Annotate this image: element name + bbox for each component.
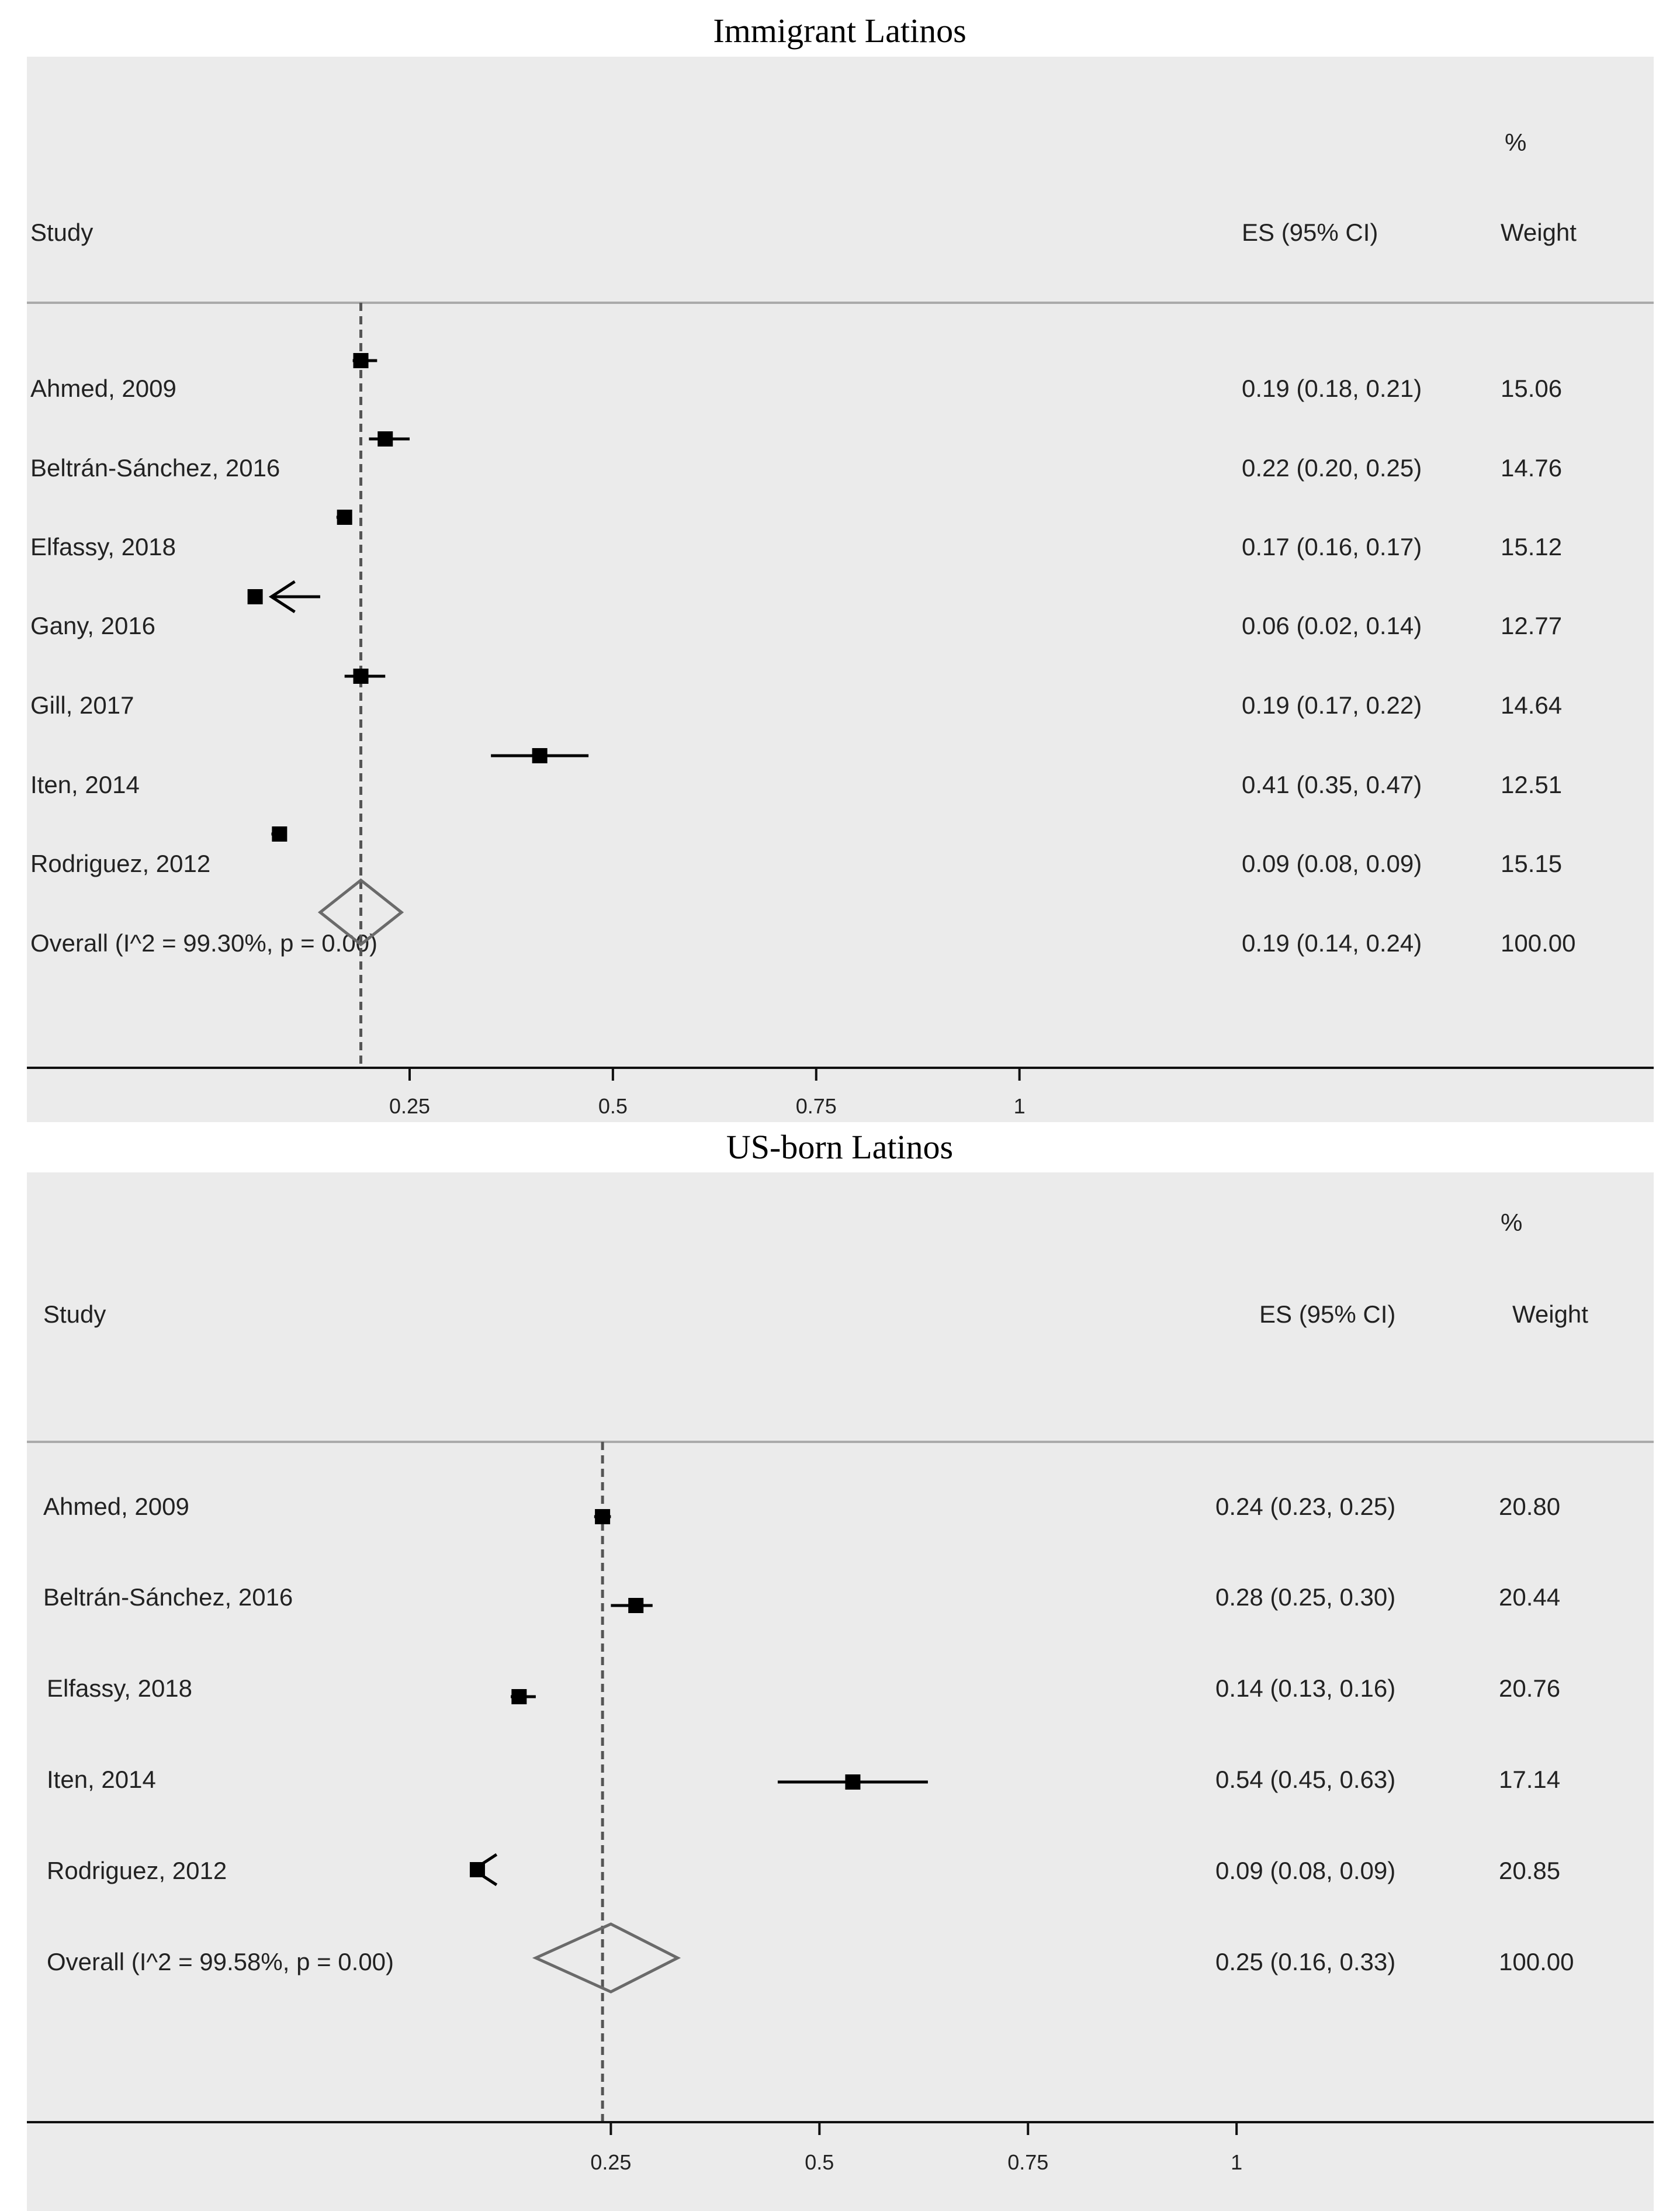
x-tick-label: 0.25 bbox=[389, 1094, 430, 1118]
study-label: Iten, 2014 bbox=[30, 771, 140, 798]
panel-title: Immigrant Latinos bbox=[713, 12, 966, 50]
es-ci-text: 0.28 (0.25, 0.30) bbox=[1215, 1583, 1395, 1611]
es-ci-text: 0.19 (0.17, 0.22) bbox=[1242, 691, 1422, 719]
overall-weight-text: 100.00 bbox=[1499, 1948, 1574, 1975]
panel-immigrant-latinos: Immigrant Latinos % Study ES (95% CI) We… bbox=[27, 12, 1654, 1122]
study-label: Elfassy, 2018 bbox=[30, 533, 176, 560]
plot-background bbox=[27, 57, 1654, 1122]
point-estimate bbox=[337, 510, 352, 525]
study-rows: Ahmed, 2009 0.19 (0.18, 0.21) 15.06 Belt… bbox=[30, 375, 1575, 957]
es-ci-text: 0.19 (0.18, 0.21) bbox=[1242, 375, 1422, 402]
weight-text: 14.76 bbox=[1501, 454, 1562, 482]
study-label: Iten, 2014 bbox=[47, 1766, 156, 1793]
es-ci-text: 0.09 (0.08, 0.09) bbox=[1242, 850, 1422, 877]
x-tick-label: 0.75 bbox=[1007, 2150, 1048, 2174]
weight-text: 15.06 bbox=[1501, 375, 1562, 402]
study-label: Rodriguez, 2012 bbox=[30, 850, 210, 877]
axis-area bbox=[27, 1068, 1654, 1122]
weight-text: 20.85 bbox=[1499, 1857, 1560, 1884]
ci-arrow-left bbox=[268, 580, 296, 614]
x-tick-label: 0.5 bbox=[598, 1094, 628, 1118]
es-ci-text: 0.06 (0.02, 0.14) bbox=[1242, 612, 1422, 639]
x-axis-ticks: 0.25 0.5 0.75 1 bbox=[389, 1068, 1026, 1118]
weight-text: 17.14 bbox=[1499, 1766, 1560, 1793]
point-estimate bbox=[532, 748, 548, 763]
overall-label: Overall (I^2 = 99.58%, p = 0.00) bbox=[47, 1948, 394, 1975]
weight-text: 12.77 bbox=[1501, 612, 1562, 639]
weight-header: Weight bbox=[1501, 219, 1577, 246]
panel-us-born-latinos: US-born Latinos % Study ES (95% CI) Weig… bbox=[27, 1128, 1654, 2211]
weight-percent-header: % bbox=[1505, 129, 1526, 156]
weight-text: 15.12 bbox=[1501, 533, 1562, 560]
study-header: Study bbox=[30, 219, 93, 246]
point-estimate bbox=[845, 1774, 861, 1790]
forest-marks bbox=[247, 303, 589, 1068]
point-estimate bbox=[377, 431, 393, 447]
x-axis-ticks: 0.25 0.5 0.75 1 bbox=[590, 2122, 1242, 2174]
point-estimate bbox=[353, 353, 369, 368]
study-label: Rodriguez, 2012 bbox=[47, 1857, 227, 1884]
x-tick-label: 0.25 bbox=[590, 2150, 631, 2174]
overall-label: Overall (I^2 = 99.30%, p = 0.00) bbox=[30, 929, 377, 957]
study-rows: Ahmed, 2009 0.24 (0.23, 0.25) 20.80 Belt… bbox=[43, 1493, 1574, 1975]
weight-text: 20.80 bbox=[1499, 1493, 1560, 1520]
x-tick-label: 0.75 bbox=[796, 1094, 837, 1118]
point-estimate bbox=[628, 1598, 644, 1613]
es-ci-text: 0.14 (0.13, 0.16) bbox=[1215, 1674, 1395, 1702]
point-estimate bbox=[469, 1862, 485, 1877]
es-ci-text: 0.09 (0.08, 0.09) bbox=[1215, 1857, 1395, 1884]
es-ci-text: 0.54 (0.45, 0.63) bbox=[1215, 1766, 1395, 1793]
weight-percent-header: % bbox=[1501, 1209, 1522, 1236]
es-ci-text: 0.24 (0.23, 0.25) bbox=[1215, 1493, 1395, 1520]
point-estimate bbox=[272, 826, 287, 842]
study-label: Gany, 2016 bbox=[30, 612, 155, 639]
panel-title: US-born Latinos bbox=[726, 1128, 953, 1166]
forest-marks bbox=[469, 1442, 928, 2122]
weight-text: 15.15 bbox=[1501, 850, 1562, 877]
study-label: Beltrán-Sánchez, 2016 bbox=[43, 1583, 293, 1611]
overall-weight-text: 100.00 bbox=[1501, 929, 1575, 957]
weight-text: 20.44 bbox=[1499, 1583, 1560, 1611]
overall-diamond bbox=[532, 1922, 681, 1994]
x-tick-label: 0.5 bbox=[805, 2150, 834, 2174]
x-tick-label: 1 bbox=[1014, 1094, 1026, 1118]
es-ci-text: 0.22 (0.20, 0.25) bbox=[1242, 454, 1422, 482]
study-label: Gill, 2017 bbox=[30, 691, 134, 719]
es-ci-text: 0.41 (0.35, 0.47) bbox=[1242, 771, 1422, 798]
es-ci-text: 0.17 (0.16, 0.17) bbox=[1242, 533, 1422, 560]
weight-header: Weight bbox=[1512, 1300, 1588, 1328]
point-estimate bbox=[247, 589, 263, 604]
point-estimate bbox=[353, 669, 369, 684]
es-header: ES (95% CI) bbox=[1242, 219, 1378, 246]
plot-background bbox=[27, 1172, 1654, 2211]
overall-diamond bbox=[317, 878, 404, 947]
study-label: Ahmed, 2009 bbox=[43, 1493, 189, 1520]
study-label: Elfassy, 2018 bbox=[47, 1674, 192, 1702]
study-label: Beltrán-Sánchez, 2016 bbox=[30, 454, 280, 482]
es-header: ES (95% CI) bbox=[1259, 1300, 1395, 1328]
weight-text: 12.51 bbox=[1501, 771, 1562, 798]
overall-es-ci-text: 0.19 (0.14, 0.24) bbox=[1242, 929, 1422, 957]
weight-text: 14.64 bbox=[1501, 691, 1562, 719]
weight-text: 20.76 bbox=[1499, 1674, 1560, 1702]
x-tick-label: 1 bbox=[1231, 2150, 1242, 2174]
overall-es-ci-text: 0.25 (0.16, 0.33) bbox=[1215, 1948, 1395, 1975]
study-header: Study bbox=[43, 1300, 106, 1328]
point-estimate bbox=[511, 1689, 527, 1704]
study-label: Ahmed, 2009 bbox=[30, 375, 176, 402]
point-estimate bbox=[595, 1509, 611, 1524]
